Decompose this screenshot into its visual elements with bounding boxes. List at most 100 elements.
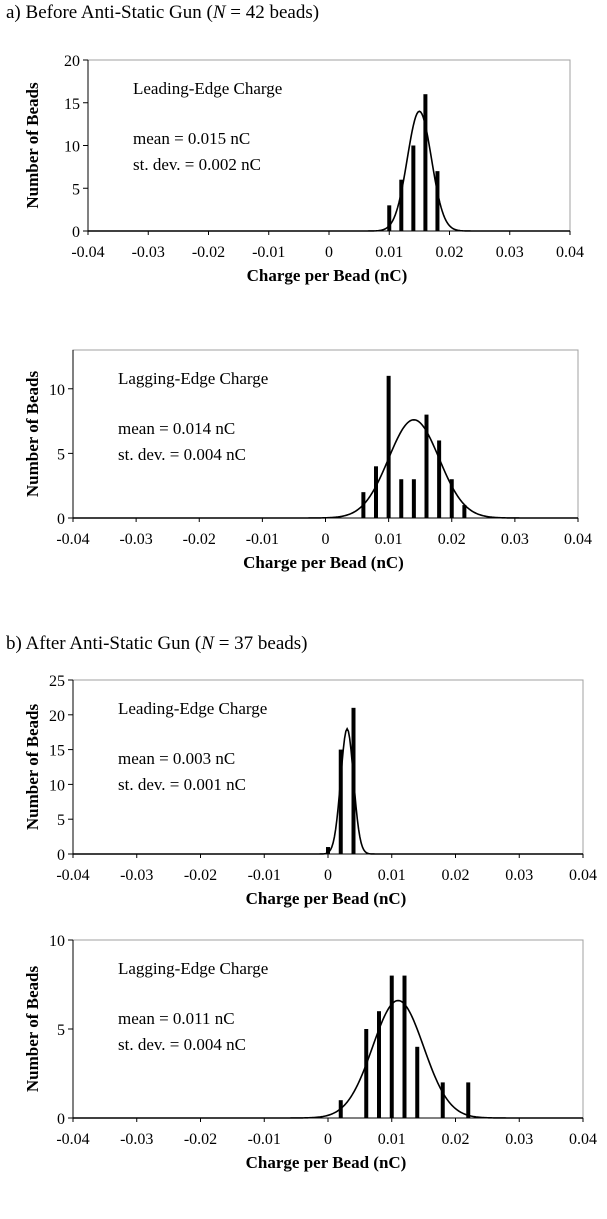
gaussian-fit-curve — [73, 726, 583, 855]
n-symbol: N — [212, 2, 226, 23]
x-tick-label: -0.04 — [56, 1131, 89, 1148]
x-axis-title: Charge per Bead (nC) — [246, 889, 407, 908]
x-tick-label: -0.01 — [248, 867, 281, 884]
histogram-bar — [423, 94, 428, 231]
mean-annotation: mean = 0.003 nC — [118, 749, 235, 768]
x-tick-label: 0.04 — [569, 867, 597, 884]
stdev-annotation: st. dev. = 0.004 nC — [118, 1035, 246, 1054]
x-tick-label: 0 — [324, 1131, 332, 1148]
x-tick-label: 0.03 — [496, 244, 524, 261]
x-axis-title: Charge per Bead (nC) — [247, 266, 408, 285]
chart-title-annotation: Leading-Edge Charge — [118, 699, 267, 718]
histogram-bar — [399, 179, 404, 231]
stdev-annotation: st. dev. = 0.004 nC — [118, 445, 246, 464]
y-tick-label: 15 — [49, 743, 65, 760]
x-tick-label: 0.04 — [564, 531, 592, 548]
x-tick-label: 0.02 — [442, 1131, 470, 1148]
y-tick-label: 10 — [49, 382, 65, 399]
x-tick-label: 0.01 — [378, 1131, 406, 1148]
histogram-bar — [402, 975, 407, 1118]
x-axis-title: Charge per Bead (nC) — [246, 1153, 407, 1172]
x-tick-label: 0.03 — [505, 867, 533, 884]
histogram-lagging-before: 0 5 10 -0.04 -0.03 -0.02 -0.01 0 0.01 0.02 0.03 0.0… — [23, 349, 592, 572]
y-axis-title: Number of Beads — [23, 965, 42, 1092]
x-tick-label: 0 — [325, 244, 333, 261]
section-suffix: = 37 beads) — [213, 633, 308, 654]
histogram-bar — [437, 440, 442, 518]
stdev-annotation: st. dev. = 0.002 nC — [133, 155, 261, 174]
histogram-bar — [415, 1046, 420, 1118]
y-axis-title: Number of Beads — [23, 82, 42, 209]
histogram-bar — [399, 479, 404, 518]
x-tick-label: -0.01 — [246, 531, 279, 548]
section-prefix: Before Anti-Static Gun ( — [25, 2, 213, 23]
y-tick-label: 20 — [64, 53, 80, 70]
x-tick-label: 0.03 — [505, 1131, 533, 1148]
chart-title-annotation: Leading-Edge Charge — [133, 79, 282, 98]
histogram-bar — [326, 847, 330, 854]
x-tick-label: -0.02 — [184, 867, 217, 884]
y-tick-label: 10 — [49, 777, 65, 794]
y-axis-title: Number of Beads — [23, 370, 42, 497]
histogram-bar — [377, 1011, 381, 1118]
histogram-bar — [338, 749, 343, 854]
x-tick-label: -0.04 — [56, 867, 89, 884]
x-tick-label: -0.01 — [252, 244, 285, 261]
y-tick-label: 0 — [72, 224, 80, 241]
x-tick-label: -0.02 — [184, 1131, 217, 1148]
x-tick-label: 0.02 — [442, 867, 470, 884]
section-heading-b: b) After Anti-Static Gun (N = 37 beads) — [6, 633, 308, 655]
y-tick-label: 0 — [57, 1111, 65, 1128]
histogram-bar — [466, 1082, 471, 1118]
y-tick-label: 5 — [57, 1022, 65, 1039]
gaussian-fit-curve — [73, 418, 578, 519]
stdev-annotation: st. dev. = 0.001 nC — [118, 775, 246, 794]
histogram-bar — [440, 1082, 445, 1118]
x-tick-label: 0.02 — [436, 244, 464, 261]
x-tick-label: 0.01 — [378, 867, 406, 884]
histogram-lagging-after: 0 5 10 -0.04 -0.03 -0.02 -0.01 0 0.01 0.02 0.03 0.0… — [23, 933, 597, 1172]
x-tick-label: -0.02 — [192, 244, 225, 261]
y-tick-label: 15 — [64, 96, 80, 113]
section-prefix: After Anti-Static Gun ( — [25, 633, 202, 654]
x-tick-label: -0.03 — [132, 244, 165, 261]
n-symbol: N — [201, 633, 214, 654]
y-tick-label: 25 — [49, 673, 65, 690]
x-tick-label: -0.01 — [248, 1131, 281, 1148]
x-tick-label: -0.03 — [120, 1131, 153, 1148]
x-tick-label: 0.01 — [375, 531, 403, 548]
x-tick-label: -0.03 — [119, 531, 152, 548]
histogram-bar — [374, 466, 378, 518]
histogram-bar — [411, 479, 416, 518]
gaussian-fit-curve — [88, 110, 570, 232]
gaussian-fit-curve — [73, 999, 583, 1119]
chart-title-annotation: Lagging-Edge Charge — [118, 959, 268, 978]
x-tick-label: 0.03 — [501, 531, 529, 548]
histogram-bar — [424, 414, 429, 518]
x-tick-label: -0.03 — [120, 867, 153, 884]
mean-annotation: mean = 0.011 nC — [118, 1009, 235, 1028]
x-tick-label: 0 — [324, 867, 332, 884]
x-tick-label: -0.04 — [71, 244, 104, 261]
histogram-bar — [386, 375, 391, 518]
y-tick-label: 0 — [57, 847, 65, 864]
section-heading-a: a) Before Anti-Static Gun (N = 42 beads) — [6, 2, 319, 24]
mean-annotation: mean = 0.014 nC — [118, 419, 235, 438]
y-tick-label: 10 — [64, 139, 80, 156]
histogram-bar — [364, 1029, 369, 1118]
section-label: b) — [6, 633, 22, 654]
y-axis-title: Number of Beads — [23, 703, 42, 830]
histogram-bar — [462, 505, 467, 518]
y-tick-label: 5 — [72, 181, 80, 198]
y-tick-label: 0 — [57, 511, 65, 528]
y-tick-label: 5 — [57, 812, 65, 829]
histogram-bar — [435, 171, 440, 231]
y-tick-label: 5 — [57, 446, 65, 463]
y-tick-label: 20 — [49, 708, 65, 725]
x-tick-label: 0.01 — [375, 244, 403, 261]
mean-annotation: mean = 0.015 nC — [133, 129, 250, 148]
histogram-leading-after: 0 5 10 15 20 25 -0.04 -0.03 -0.02 -0.01 0 0.01 0.02 0… — [23, 673, 597, 908]
x-axis-title: Charge per Bead (nC) — [243, 553, 404, 572]
histogram-bar — [449, 479, 454, 518]
histogram-bar — [389, 975, 394, 1118]
